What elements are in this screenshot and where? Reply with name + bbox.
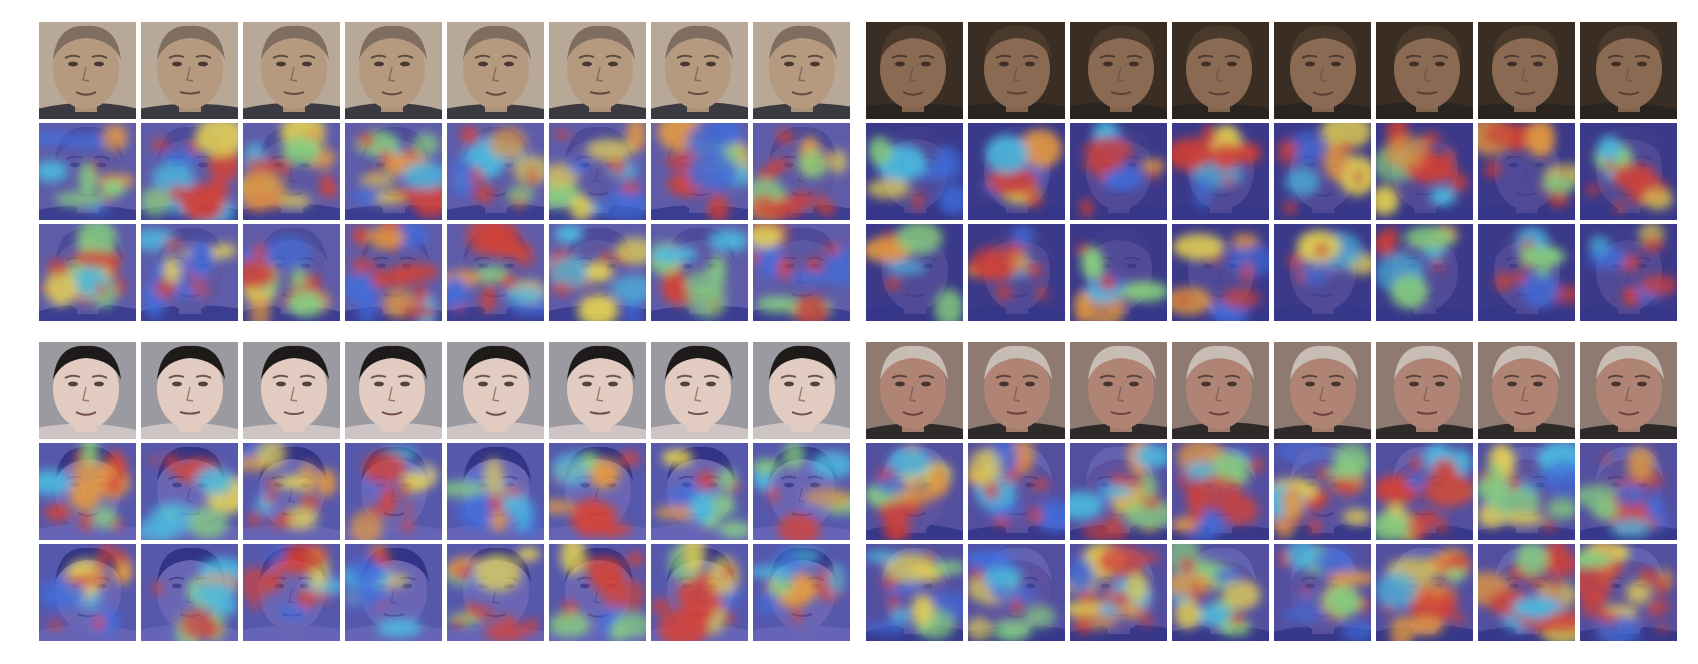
attention-heatmap-image xyxy=(968,443,1065,540)
face-frame-image xyxy=(968,22,1065,119)
attention-heatmap-image xyxy=(141,544,238,641)
face-frame-image xyxy=(753,342,850,439)
face-frame-image xyxy=(549,22,646,119)
face-frame-image xyxy=(447,22,544,119)
attention-heatmap-image xyxy=(447,443,544,540)
attention-heatmap-image xyxy=(1274,123,1371,220)
attention-heatmap-image xyxy=(1376,544,1473,641)
attention-heatmap-image xyxy=(447,224,544,321)
face-frame-image xyxy=(866,342,963,439)
face-frame-image xyxy=(141,22,238,119)
attention-heatmap-image xyxy=(753,123,850,220)
face-frame-image xyxy=(866,22,963,119)
face-frame-image xyxy=(39,342,136,439)
attention-heatmap-image xyxy=(549,123,646,220)
attention-heatmap-image xyxy=(651,443,748,540)
attention-heatmap-image xyxy=(39,123,136,220)
attention-heatmap-image xyxy=(1478,224,1575,321)
face-frame-image xyxy=(345,22,442,119)
face-frame-image xyxy=(141,342,238,439)
attention-heatmap-image xyxy=(447,544,544,641)
face-frame-image xyxy=(1274,342,1371,439)
attention-heatmap-image xyxy=(968,224,1065,321)
face-frame-image xyxy=(1376,22,1473,119)
attention-heatmap-image xyxy=(345,443,442,540)
face-frame-image xyxy=(1070,342,1167,439)
attention-heatmap-image xyxy=(1376,443,1473,540)
attention-heatmap-image xyxy=(1274,544,1371,641)
attention-heatmap-image xyxy=(968,123,1065,220)
attention-heatmap-image xyxy=(1376,224,1473,321)
attention-heatmap-image xyxy=(39,224,136,321)
face-frame-image xyxy=(1172,342,1269,439)
face-frame-image xyxy=(243,22,340,119)
attention-heatmap-image xyxy=(753,544,850,641)
attention-heatmap-image xyxy=(141,123,238,220)
face-frame-image xyxy=(345,342,442,439)
attention-heatmap-image xyxy=(1580,224,1677,321)
attention-heatmap-image xyxy=(243,443,340,540)
face-frame-image xyxy=(968,342,1065,439)
face-frame-image xyxy=(1478,342,1575,439)
attention-heatmap-image xyxy=(866,544,963,641)
face-frame-image xyxy=(651,342,748,439)
face-frame-image xyxy=(549,342,646,439)
attention-heatmap-image xyxy=(1580,544,1677,641)
attention-heatmap-image xyxy=(1580,443,1677,540)
attention-heatmap-image xyxy=(243,224,340,321)
face-frame-image xyxy=(1376,342,1473,439)
attention-heatmap-image xyxy=(447,123,544,220)
attention-heatmap-image xyxy=(141,224,238,321)
attention-heatmap-image xyxy=(1376,123,1473,220)
attention-heatmap-image xyxy=(651,544,748,641)
attention-heatmap-image xyxy=(243,123,340,220)
face-frame-image xyxy=(651,22,748,119)
attention-heatmap-image xyxy=(753,443,850,540)
face-frame-image xyxy=(39,22,136,119)
face-frame-image xyxy=(1070,22,1167,119)
face-frame-image xyxy=(1478,22,1575,119)
attention-heatmap-image xyxy=(39,544,136,641)
attention-heatmap-image xyxy=(549,544,646,641)
face-frame-image xyxy=(1580,342,1677,439)
attention-heatmap-image xyxy=(651,224,748,321)
attention-heatmap-image xyxy=(1478,443,1575,540)
attention-heatmap-image xyxy=(1274,443,1371,540)
attention-heatmap-image xyxy=(345,123,442,220)
attention-heatmap-image xyxy=(1172,123,1269,220)
attention-heatmap-image xyxy=(753,224,850,321)
face-frame-image xyxy=(1274,22,1371,119)
attention-heatmap-image xyxy=(1070,443,1167,540)
attention-heatmap-image xyxy=(866,123,963,220)
attention-heatmap-image xyxy=(1478,123,1575,220)
attention-heatmap-image xyxy=(866,443,963,540)
attention-heatmap-image xyxy=(1172,224,1269,321)
attention-heatmap-image xyxy=(866,224,963,321)
face-frame-image xyxy=(243,342,340,439)
attention-heatmap-image xyxy=(1070,224,1167,321)
face-frame-image xyxy=(1172,22,1269,119)
attention-heatmap-image xyxy=(549,443,646,540)
attention-heatmap-image xyxy=(243,544,340,641)
attention-heatmap-image xyxy=(1274,224,1371,321)
attention-heatmap-image xyxy=(345,544,442,641)
attention-heatmap-image xyxy=(141,443,238,540)
attention-heatmap-image xyxy=(1172,544,1269,641)
attention-heatmap-image xyxy=(39,443,136,540)
attention-heatmap-image xyxy=(345,224,442,321)
attention-heatmap-image xyxy=(968,544,1065,641)
attention-heatmap-image xyxy=(651,123,748,220)
attention-heatmap-image xyxy=(1070,123,1167,220)
face-frame-image xyxy=(1580,22,1677,119)
face-frame-image xyxy=(753,22,850,119)
attention-heatmap-image xyxy=(1070,544,1167,641)
attention-heatmap-image xyxy=(1172,443,1269,540)
attention-heatmap-image xyxy=(549,224,646,321)
face-frame-image xyxy=(447,342,544,439)
attention-heatmap-image xyxy=(1478,544,1575,641)
attention-heatmap-image xyxy=(1580,123,1677,220)
